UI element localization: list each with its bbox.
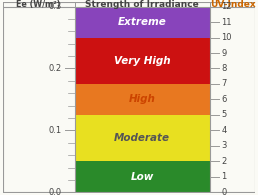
Text: High: High <box>129 94 156 105</box>
Text: 7: 7 <box>221 79 227 89</box>
Bar <box>75 84 210 115</box>
Bar <box>210 2 255 7</box>
Text: 9: 9 <box>221 49 227 58</box>
Text: Extreme: Extreme <box>118 17 167 27</box>
Text: Moderate: Moderate <box>114 133 170 143</box>
Text: 3: 3 <box>221 141 227 150</box>
Text: 12: 12 <box>221 2 232 11</box>
Bar <box>210 7 255 193</box>
Bar <box>75 38 210 84</box>
Text: Strength of Irradiance: Strength of Irradiance <box>85 0 199 9</box>
Bar <box>75 115 210 161</box>
Text: Very High: Very High <box>114 56 171 66</box>
Bar <box>3 7 75 193</box>
Text: 0.2: 0.2 <box>49 64 62 73</box>
Text: 10: 10 <box>221 33 232 42</box>
Text: 11: 11 <box>221 18 232 27</box>
Text: Ee (W/m²): Ee (W/m²) <box>16 0 61 9</box>
Bar <box>75 7 210 38</box>
Text: 0.1: 0.1 <box>49 126 62 135</box>
Bar <box>75 161 210 192</box>
Bar <box>3 2 75 7</box>
Text: UV-Index: UV-Index <box>210 0 255 9</box>
Text: 1: 1 <box>221 172 227 181</box>
Text: 4: 4 <box>221 126 227 135</box>
Text: 2: 2 <box>221 157 227 166</box>
Text: Low: Low <box>131 172 154 182</box>
Text: 8: 8 <box>221 64 227 73</box>
Text: 0.3: 0.3 <box>49 2 62 11</box>
Text: 6: 6 <box>221 95 227 104</box>
Text: 0.0: 0.0 <box>49 188 62 195</box>
Text: 0: 0 <box>221 188 227 195</box>
Text: 5: 5 <box>221 110 227 119</box>
Bar <box>75 2 210 7</box>
